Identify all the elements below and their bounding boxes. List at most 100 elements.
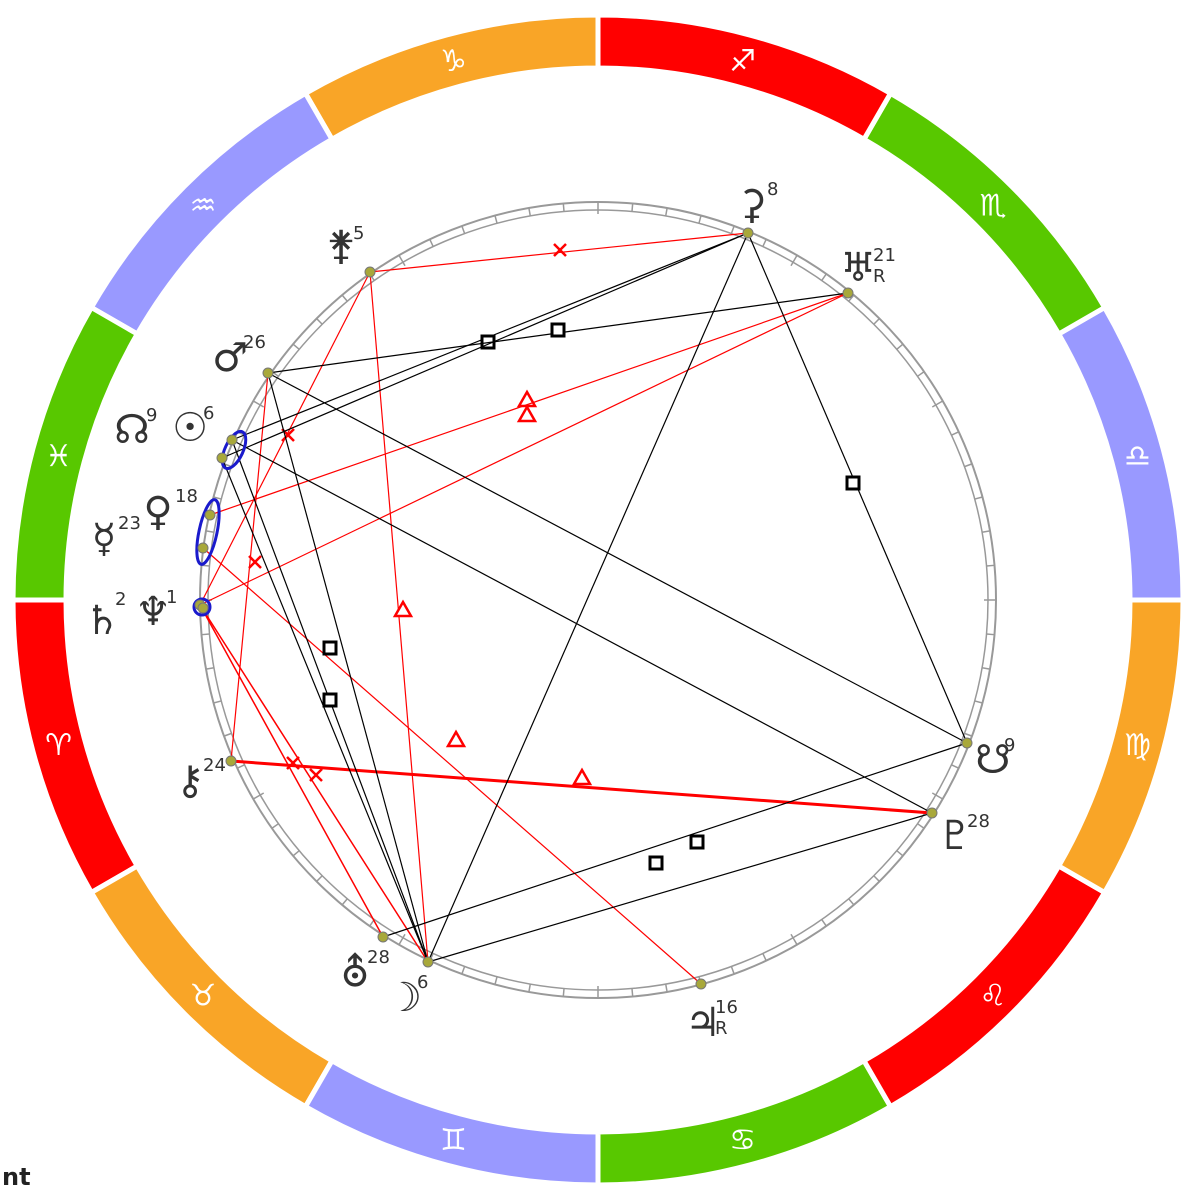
planet-dot	[262, 367, 274, 379]
aspect-line	[427, 812, 933, 963]
aspect-square-mark	[689, 834, 705, 850]
degree-tick	[562, 203, 565, 212]
aspect-square-mark	[845, 475, 861, 491]
aspect-trine-mark	[445, 729, 467, 748]
planet-glyph: ♅	[840, 245, 876, 291]
planet-glyph: ☊	[114, 407, 150, 453]
aspect-square-mark	[322, 640, 338, 656]
degree-tick	[664, 207, 668, 217]
planet-dot	[216, 452, 228, 464]
aspect-lines	[199, 232, 968, 985]
planet-degree: 8	[767, 179, 778, 200]
aspect-line	[231, 439, 933, 814]
planet-dot	[197, 602, 209, 614]
planet-dot	[204, 509, 216, 521]
planets: ⚳ 8♅21R⚵5♂26☊9 ☉6☿ 23 ♀ 18♄2 ♆1⚷24 ☋9♇28⛢28☽6♃1…	[84, 179, 1015, 1046]
degree-tick	[528, 207, 532, 217]
planet-glyph: ☉	[172, 405, 208, 451]
planet-degree: 2	[115, 589, 126, 610]
sign-glyph: ♍	[1124, 728, 1151, 763]
planet-dot	[364, 266, 376, 278]
planet-dot	[226, 434, 238, 446]
planet-degree: 9	[1004, 735, 1015, 756]
degree-tick	[271, 823, 279, 829]
sign-glyph: ♈	[45, 728, 72, 763]
degree-tick	[896, 850, 904, 857]
sign-glyph: ♎	[1124, 439, 1151, 474]
degree-tick	[974, 700, 983, 704]
degree-tick	[790, 933, 798, 946]
aspect-line	[267, 372, 968, 744]
planet-degree: 1	[166, 587, 177, 608]
footer-text: nt	[2, 1163, 31, 1191]
degree-tick	[316, 318, 323, 325]
degree-tick	[213, 700, 222, 704]
degree-tick	[986, 564, 995, 567]
degree-tick	[223, 732, 232, 737]
aspect-sextile-mark	[309, 768, 323, 782]
degree-tick	[664, 983, 668, 993]
planet-glyph: ♀	[143, 489, 172, 535]
planet-glyph: ☿	[92, 516, 117, 562]
degree-tick	[316, 875, 323, 882]
aspect-trine-mark	[516, 389, 538, 408]
degree-tick	[341, 898, 348, 906]
sign-glyph: ♒	[190, 189, 217, 224]
degree-tick	[398, 254, 406, 267]
planet-degree: 21	[873, 245, 896, 266]
aspect-trine-mark	[571, 767, 593, 786]
planet-dot	[742, 227, 754, 239]
planet-dot	[225, 755, 237, 767]
aspect-trine-mark	[516, 404, 538, 423]
planet-glyph: ⚵	[326, 223, 355, 269]
planet-degree: 28	[967, 811, 990, 832]
degree-tick	[562, 988, 565, 997]
planet-degree: 5	[353, 223, 364, 244]
planet-degree: 28	[367, 947, 390, 968]
planet-glyph: ☋	[975, 737, 1011, 783]
planet-degree: 26	[243, 332, 266, 353]
sign-glyph: ♉	[190, 978, 217, 1013]
degree-tick	[223, 463, 232, 468]
planet-degree: 16	[715, 997, 738, 1018]
aspect-line	[199, 604, 429, 963]
degree-tick	[461, 225, 466, 234]
aspect-line	[199, 292, 849, 606]
degree-tick	[873, 318, 880, 325]
degree-tick	[494, 976, 498, 985]
planet-glyph: ☽	[386, 975, 422, 1021]
degree-tick	[292, 850, 300, 857]
degree-tick	[762, 953, 767, 962]
conjunction-marks	[192, 429, 248, 617]
aspect-line	[199, 604, 384, 938]
aspect-square-mark	[648, 855, 664, 871]
retrograde-mark: R	[715, 1018, 728, 1039]
planet-glyph: ⚷	[175, 758, 204, 804]
planet-glyph: ⛢	[340, 950, 369, 996]
planet-dot	[422, 956, 434, 968]
aspect-line	[221, 457, 429, 963]
planet-degree: 6	[417, 972, 428, 993]
planet-degree: 6	[203, 403, 214, 424]
sign-glyph: ♊	[440, 1123, 467, 1158]
degree-tick	[252, 792, 265, 800]
planet-dot	[842, 287, 854, 299]
degree-tick	[398, 933, 406, 946]
degree-tick	[821, 919, 827, 927]
degree-tick	[201, 633, 210, 636]
degree-tick	[631, 203, 634, 212]
degree-tick	[341, 294, 348, 302]
degree-tick	[698, 215, 702, 224]
conjunction-ellipse	[220, 429, 248, 471]
degree-tick	[236, 764, 245, 769]
degree-tick	[790, 254, 798, 267]
aspect-sextile-mark	[553, 243, 567, 257]
degree-tick	[981, 666, 991, 670]
aspect-line	[382, 742, 968, 938]
sign-segment	[1055, 304, 1186, 603]
aspect-square-mark	[322, 692, 338, 708]
planet-glyph: ♃	[685, 1000, 721, 1046]
degree-tick	[951, 764, 960, 769]
sign-glyph: ♋	[729, 1123, 756, 1158]
